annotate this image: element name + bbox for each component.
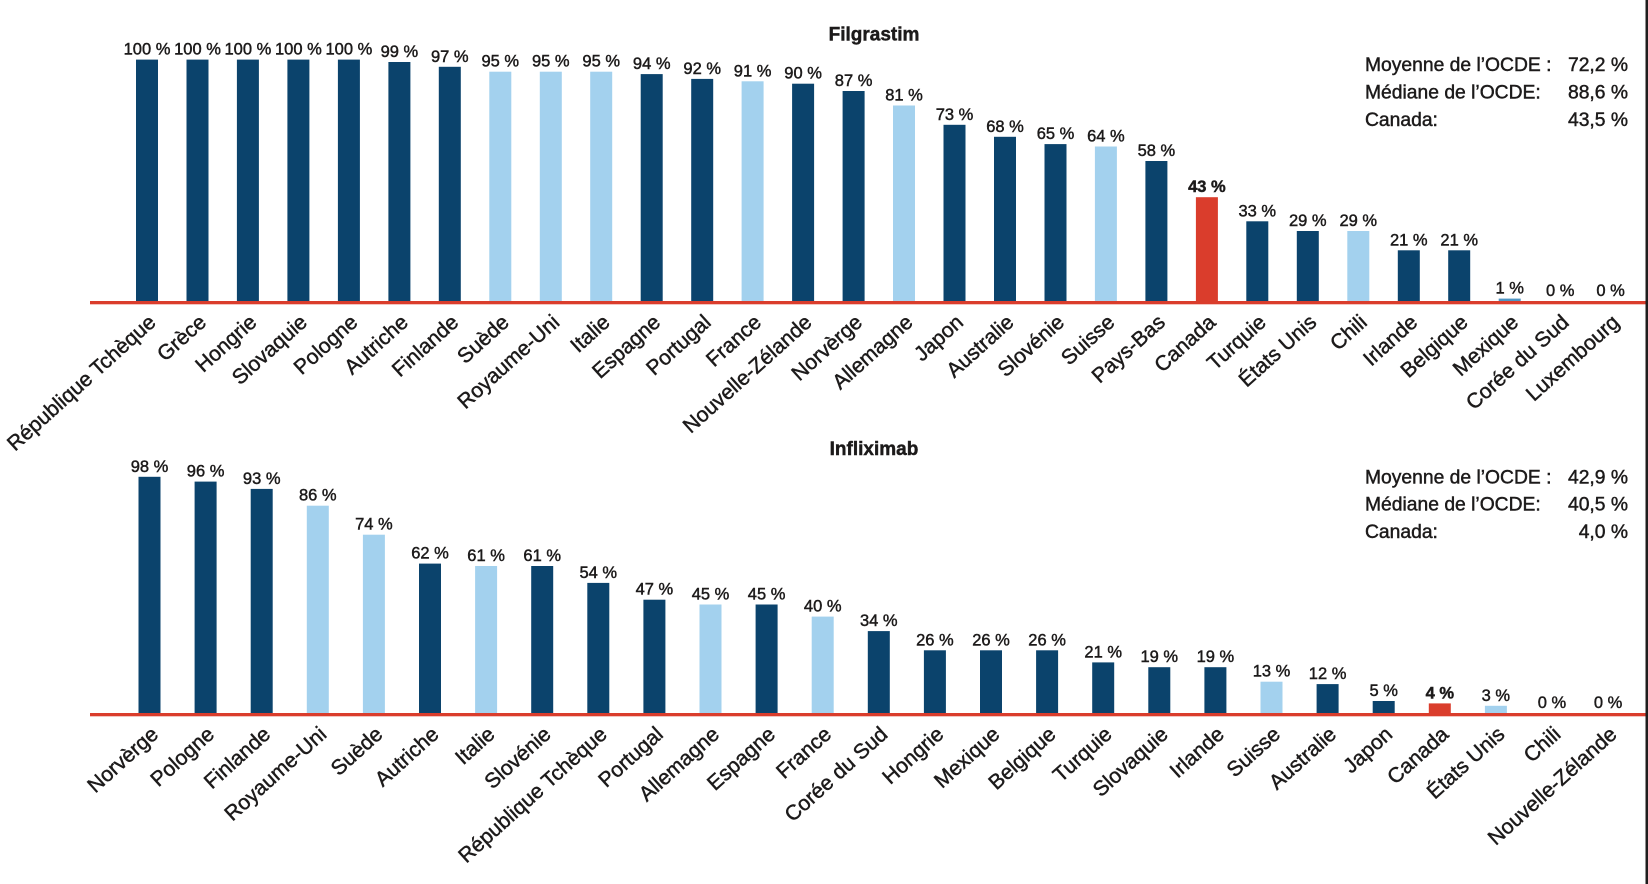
svg-text:40 %: 40 % [804, 598, 842, 616]
svg-text:21 %: 21 % [1440, 231, 1478, 249]
svg-text:0 %: 0 % [1596, 282, 1625, 300]
svg-text:29 %: 29 % [1289, 212, 1327, 230]
svg-text:19 %: 19 % [1140, 648, 1178, 666]
svg-text:12 %: 12 % [1309, 665, 1347, 683]
svg-text:5 %: 5 % [1369, 682, 1398, 700]
svg-text:68 %: 68 % [986, 118, 1024, 136]
svg-text:81 %: 81 % [885, 87, 923, 105]
svg-text:Médiane de l’OCDE:: Médiane de l’OCDE: [1365, 82, 1541, 103]
svg-text:99 %: 99 % [381, 43, 419, 61]
svg-text:100 %: 100 % [326, 41, 373, 59]
svg-text:64 %: 64 % [1087, 128, 1125, 146]
svg-text:65 %: 65 % [1037, 125, 1075, 143]
svg-text:43 %: 43 % [1188, 178, 1226, 196]
svg-text:21 %: 21 % [1390, 231, 1428, 249]
svg-text:1 %: 1 % [1495, 280, 1524, 298]
svg-text:42,9 %: 42,9 % [1568, 467, 1628, 488]
svg-text:Moyenne de l’OCDE :: Moyenne de l’OCDE : [1365, 467, 1551, 488]
svg-text:29 %: 29 % [1339, 212, 1377, 230]
svg-text:47 %: 47 % [636, 581, 674, 599]
svg-text:0 %: 0 % [1538, 694, 1567, 712]
svg-text:45 %: 45 % [748, 586, 786, 604]
svg-text:58 %: 58 % [1138, 142, 1176, 160]
svg-text:0 %: 0 % [1594, 694, 1623, 712]
svg-text:43,5 %: 43,5 % [1568, 110, 1628, 131]
svg-text:92 %: 92 % [683, 60, 721, 78]
svg-text:Canada:: Canada: [1365, 522, 1438, 543]
svg-text:88,6 %: 88,6 % [1568, 82, 1628, 103]
svg-text:100 %: 100 % [225, 41, 272, 59]
svg-text:96 %: 96 % [187, 463, 225, 481]
svg-text:87 %: 87 % [835, 72, 873, 90]
svg-text:62 %: 62 % [411, 545, 449, 563]
svg-text:72,2 %: 72,2 % [1568, 55, 1628, 76]
svg-text:4 %: 4 % [1426, 684, 1455, 702]
svg-text:95 %: 95 % [481, 53, 519, 71]
svg-text:21 %: 21 % [1084, 643, 1122, 661]
svg-text:93 %: 93 % [243, 470, 281, 488]
svg-text:61 %: 61 % [467, 547, 505, 565]
svg-text:Médiane de l’OCDE:: Médiane de l’OCDE: [1365, 495, 1541, 516]
svg-text:34 %: 34 % [860, 612, 898, 630]
svg-text:95 %: 95 % [582, 53, 620, 71]
svg-text:26 %: 26 % [972, 631, 1010, 649]
svg-text:97 %: 97 % [431, 48, 469, 66]
svg-text:Infliximab: Infliximab [830, 439, 919, 460]
svg-text:95 %: 95 % [532, 53, 570, 71]
svg-text:Filgrastim: Filgrastim [829, 25, 920, 46]
svg-text:94 %: 94 % [633, 55, 671, 73]
svg-text:61 %: 61 % [523, 547, 561, 565]
svg-text:13 %: 13 % [1253, 663, 1291, 681]
svg-text:100 %: 100 % [124, 41, 171, 59]
svg-text:19 %: 19 % [1197, 648, 1235, 666]
svg-text:4,0 %: 4,0 % [1579, 522, 1628, 543]
svg-text:Moyenne de l’OCDE :: Moyenne de l’OCDE : [1365, 55, 1551, 76]
svg-text:33 %: 33 % [1238, 202, 1276, 220]
svg-text:26 %: 26 % [1028, 631, 1066, 649]
svg-text:26 %: 26 % [916, 631, 954, 649]
svg-text:74 %: 74 % [355, 516, 393, 534]
svg-text:98 %: 98 % [131, 458, 169, 476]
svg-text:91 %: 91 % [734, 62, 772, 80]
svg-text:3 %: 3 % [1482, 687, 1511, 705]
svg-text:40,5 %: 40,5 % [1568, 495, 1628, 516]
svg-text:73 %: 73 % [936, 106, 974, 124]
svg-text:90 %: 90 % [784, 65, 822, 83]
svg-text:45 %: 45 % [692, 586, 730, 604]
svg-text:100 %: 100 % [174, 41, 221, 59]
svg-text:Canada:: Canada: [1365, 110, 1438, 131]
svg-text:86 %: 86 % [299, 487, 337, 505]
svg-text:54 %: 54 % [579, 564, 617, 582]
svg-text:100 %: 100 % [275, 41, 322, 59]
svg-text:0 %: 0 % [1546, 282, 1575, 300]
